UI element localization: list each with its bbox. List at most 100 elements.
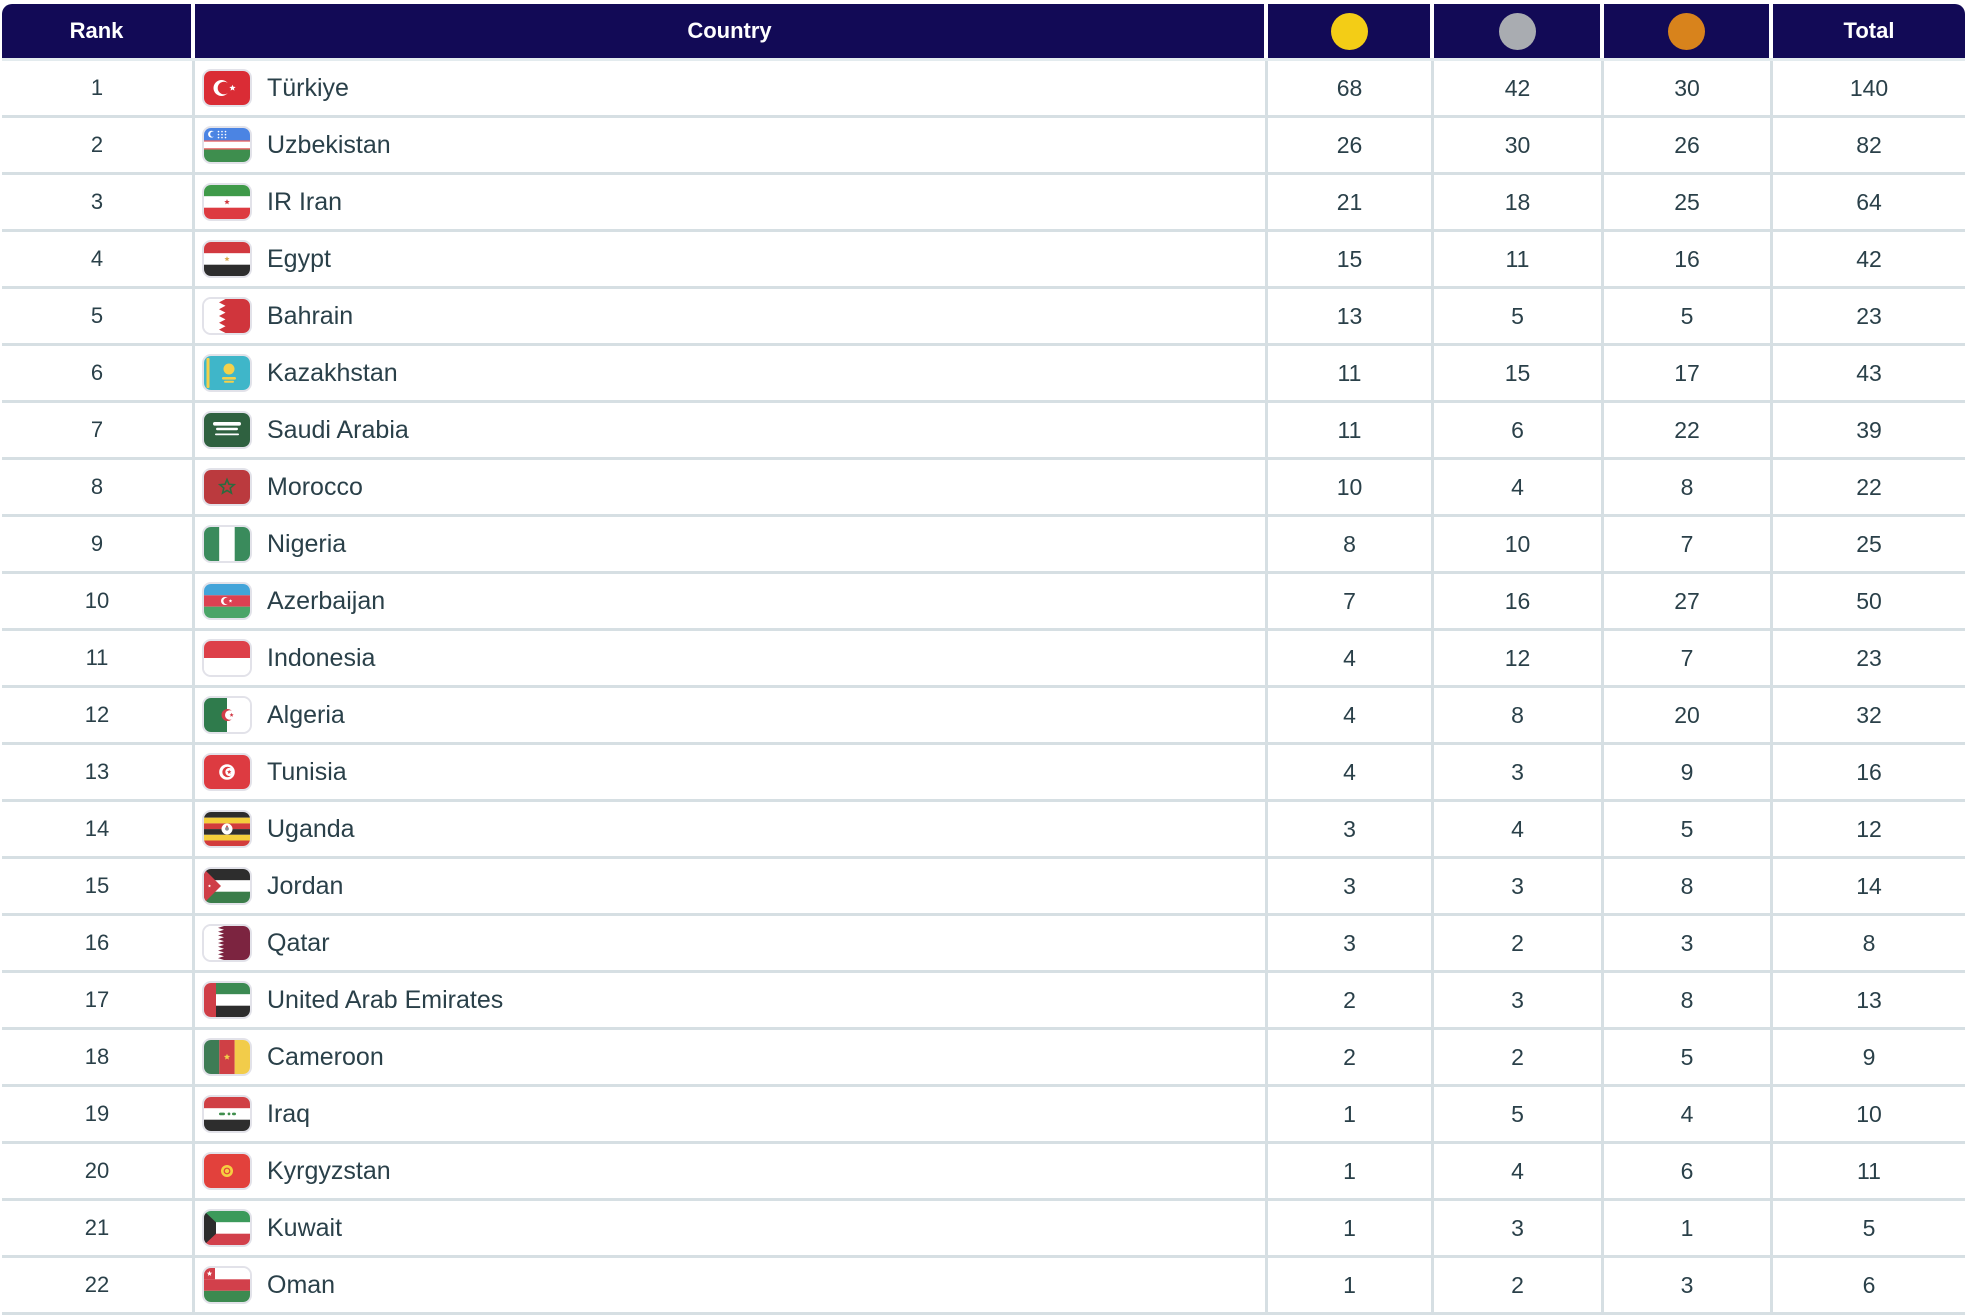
country-name: United Arab Emirates <box>267 985 504 1014</box>
country-name: Kyrgyzstan <box>267 1156 391 1185</box>
table-row: 11 Indonesia 4 12 7 23 <box>2 631 1965 688</box>
country-cell: Saudi Arabia <box>195 403 1268 457</box>
table-row: 4 Egypt 15 11 16 42 <box>2 232 1965 289</box>
bronze-column-header <box>1604 4 1773 58</box>
rank-cell: 8 <box>2 460 195 514</box>
bronze-medal-icon <box>1668 12 1705 50</box>
country-header-label: Country <box>687 18 772 43</box>
gold-count: 26 <box>1268 118 1434 172</box>
country-name: Cameroon <box>267 1042 384 1071</box>
gold-column-header <box>1268 4 1434 58</box>
total-count: 9 <box>1862 1043 1876 1070</box>
total-count: 6 <box>1862 1271 1876 1298</box>
total-count: 140 <box>1849 74 1889 101</box>
table-header-row: Rank Country Total <box>2 4 1965 61</box>
gold-count: 21 <box>1268 175 1434 229</box>
rank-cell: 18 <box>2 1030 195 1084</box>
country-name: Egypt <box>267 244 331 273</box>
country-name: Bahrain <box>267 301 354 330</box>
rank-cell: 11 <box>2 631 195 685</box>
total-count: 32 <box>1856 701 1882 728</box>
rank-cell: 6 <box>2 346 195 400</box>
flag-az-icon <box>204 584 250 618</box>
total-count: 50 <box>1856 587 1882 614</box>
rank-cell: 16 <box>2 916 195 970</box>
flag-jo-icon <box>204 869 250 903</box>
country-cell: Cameroon <box>195 1030 1268 1084</box>
silver-count: 12 <box>1434 631 1604 685</box>
silver-count: 3 <box>1434 1201 1604 1255</box>
medal-standings-table: Rank Country Total 1 Türkiye 68 42 30 140 2 Uzb… <box>2 4 1965 1315</box>
silver-count: 42 <box>1434 61 1604 115</box>
flag-sa-icon <box>204 413 250 447</box>
country-cell: Oman <box>195 1258 1268 1312</box>
bronze-count: 5 <box>1604 1030 1773 1084</box>
country-name: Kazakhstan <box>267 358 398 387</box>
gold-count: 68 <box>1268 61 1434 115</box>
table-row: 13 Tunisia 4 3 9 16 <box>2 745 1965 802</box>
table-row: 20 Kyrgyzstan 1 4 6 11 <box>2 1144 1965 1201</box>
gold-count: 8 <box>1268 517 1434 571</box>
rank-cell: 14 <box>2 802 195 856</box>
total-count: 10 <box>1856 1100 1882 1127</box>
gold-count: 2 <box>1268 973 1434 1027</box>
flag-tn-icon <box>204 755 250 789</box>
flag-qa-icon <box>204 926 250 960</box>
gold-count: 11 <box>1268 403 1434 457</box>
flag-ir-icon <box>204 185 250 219</box>
bronze-count: 17 <box>1604 346 1773 400</box>
flag-cm-icon <box>204 1040 250 1074</box>
country-cell: Jordan <box>195 859 1268 913</box>
flag-ae-icon <box>204 983 250 1017</box>
table-row: 3 IR Iran 21 18 25 64 <box>2 175 1965 232</box>
table-row: 17 United Arab Emirates 2 3 8 13 <box>2 973 1965 1030</box>
rank-cell: 22 <box>2 1258 195 1312</box>
country-name: Türkiye <box>267 73 349 102</box>
silver-count: 4 <box>1434 1144 1604 1198</box>
country-column-header: Country <box>195 4 1268 58</box>
total-count: 11 <box>1857 1157 1881 1184</box>
silver-medal-icon <box>1498 12 1536 50</box>
bronze-count: 6 <box>1604 1144 1773 1198</box>
rank-cell: 3 <box>2 175 195 229</box>
gold-count: 15 <box>1268 232 1434 286</box>
country-name: Algeria <box>267 700 345 729</box>
total-count: 16 <box>1856 758 1882 785</box>
total-count: 5 <box>1862 1214 1876 1241</box>
table-body: 1 Türkiye 68 42 30 140 2 Uzbekistan 26 30 26 82 3 IR … <box>2 61 1965 1315</box>
flag-kw-icon <box>204 1211 250 1245</box>
table-row: 18 Cameroon 2 2 5 9 <box>2 1030 1965 1087</box>
total-count: 42 <box>1856 245 1882 272</box>
country-cell: Qatar <box>195 916 1268 970</box>
flag-id-icon <box>204 641 250 675</box>
country-cell: Azerbaijan <box>195 574 1268 628</box>
bronze-count: 1 <box>1604 1201 1773 1255</box>
table-row: 2 Uzbekistan 26 30 26 82 <box>2 118 1965 175</box>
total-count: 43 <box>1856 359 1882 386</box>
table-row: 5 Bahrain 13 5 5 23 <box>2 289 1965 346</box>
gold-count: 2 <box>1268 1030 1434 1084</box>
country-cell: Iraq <box>195 1087 1268 1141</box>
country-cell: Kazakhstan <box>195 346 1268 400</box>
rank-cell: 20 <box>2 1144 195 1198</box>
total-count: 25 <box>1856 530 1882 557</box>
total-count: 14 <box>1856 872 1882 899</box>
table-row: 9 Nigeria 8 10 7 25 <box>2 517 1965 574</box>
country-name: Azerbaijan <box>267 586 386 615</box>
silver-count: 11 <box>1434 232 1604 286</box>
total-count: 8 <box>1862 929 1876 956</box>
silver-count: 10 <box>1434 517 1604 571</box>
country-cell: Bahrain <box>195 289 1268 343</box>
flag-ng-icon <box>204 527 250 561</box>
bronze-count: 8 <box>1604 859 1773 913</box>
flag-dz-icon <box>204 698 250 732</box>
gold-count: 1 <box>1268 1201 1434 1255</box>
flag-bh-icon <box>204 299 250 333</box>
silver-count: 6 <box>1434 403 1604 457</box>
flag-tr-icon <box>204 71 250 105</box>
silver-count: 8 <box>1434 688 1604 742</box>
bronze-count: 22 <box>1604 403 1773 457</box>
silver-count: 4 <box>1434 802 1604 856</box>
flag-uz-icon <box>204 128 250 162</box>
flag-ma-icon <box>204 470 250 504</box>
